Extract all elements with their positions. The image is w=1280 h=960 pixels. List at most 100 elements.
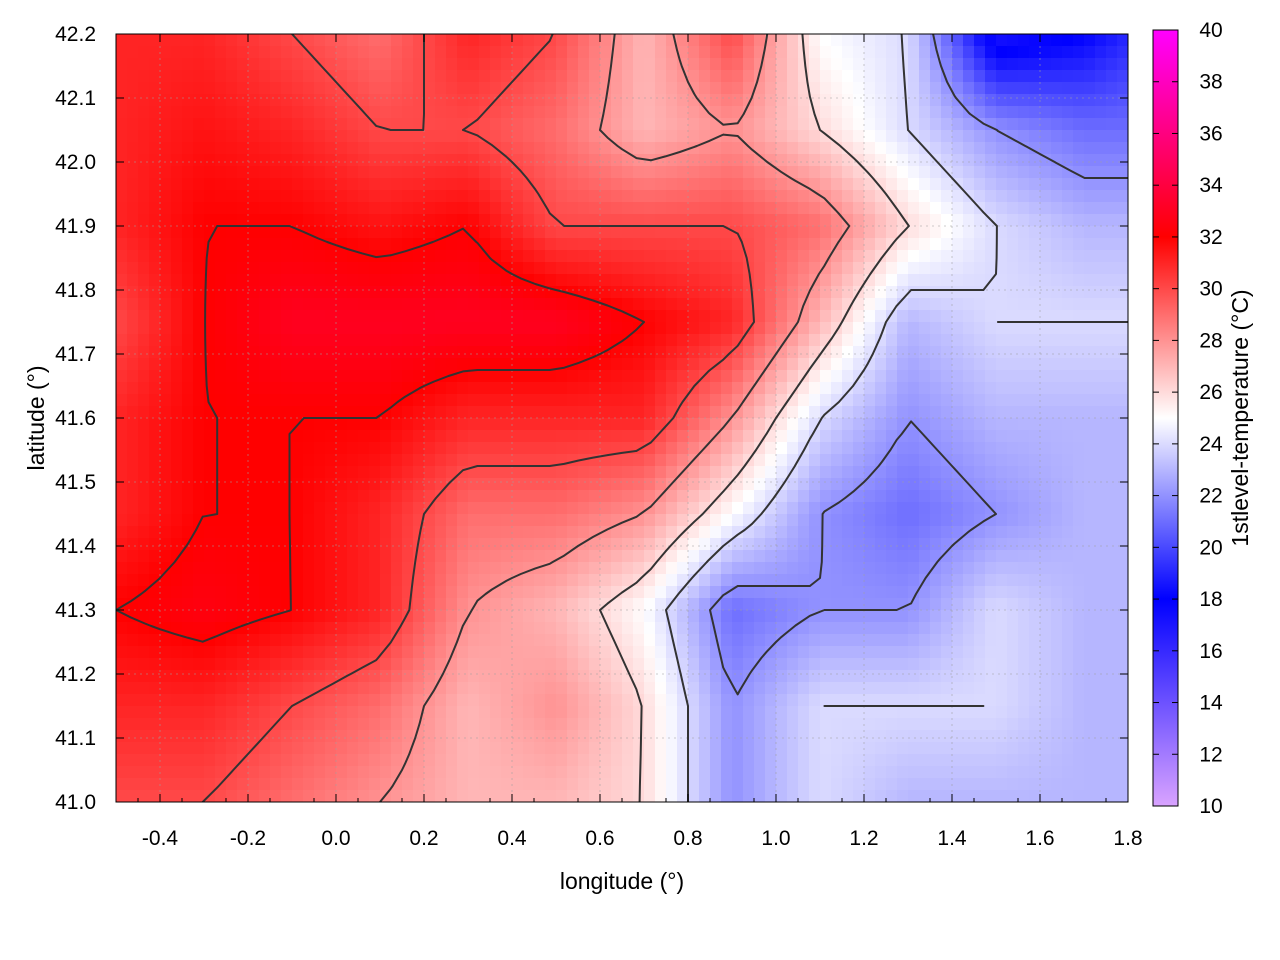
heatmap-cell xyxy=(633,538,645,551)
heatmap-cell xyxy=(831,538,843,551)
heatmap-cell xyxy=(1084,130,1096,143)
heatmap-cell xyxy=(468,634,480,647)
heatmap-cell xyxy=(1007,466,1019,479)
heatmap-cell xyxy=(578,142,590,155)
heatmap-cell xyxy=(743,406,755,419)
heatmap-cell xyxy=(600,670,612,683)
heatmap-cell xyxy=(446,250,458,263)
heatmap-cell xyxy=(215,34,227,47)
heatmap-cell xyxy=(149,46,161,59)
heatmap-cell xyxy=(644,550,656,563)
heatmap-cell xyxy=(171,502,183,515)
heatmap-cell xyxy=(996,370,1008,383)
heatmap-cell xyxy=(556,202,568,215)
heatmap-cell xyxy=(127,418,139,431)
heatmap-cell xyxy=(754,598,766,611)
heatmap-cell xyxy=(138,538,150,551)
heatmap-cell xyxy=(1040,478,1052,491)
heatmap-cell xyxy=(809,610,821,623)
heatmap-cell xyxy=(149,646,161,659)
heatmap-cell xyxy=(149,382,161,395)
heatmap-cell xyxy=(721,34,733,47)
heatmap-cell xyxy=(1095,358,1107,371)
heatmap-cell xyxy=(1084,478,1096,491)
heatmap-cell xyxy=(1029,634,1041,647)
heatmap-cell xyxy=(160,58,172,71)
heatmap-cell xyxy=(732,274,744,287)
heatmap-cell xyxy=(787,334,799,347)
heatmap-cell xyxy=(1095,154,1107,167)
heatmap-cell xyxy=(127,562,139,575)
heatmap-cell xyxy=(688,106,700,119)
heatmap-cell xyxy=(611,178,623,191)
heatmap-cell xyxy=(380,214,392,227)
heatmap-cell xyxy=(215,154,227,167)
heatmap-cell xyxy=(798,178,810,191)
heatmap-cell xyxy=(567,526,579,539)
heatmap-cell xyxy=(864,202,876,215)
heatmap-cell xyxy=(292,598,304,611)
heatmap-cell xyxy=(776,142,788,155)
heatmap-cell xyxy=(523,634,535,647)
heatmap-cell xyxy=(314,82,326,95)
heatmap-cell xyxy=(743,130,755,143)
heatmap-cell xyxy=(424,166,436,179)
heatmap-cell xyxy=(820,238,832,251)
heatmap-cell xyxy=(303,538,315,551)
heatmap-cell xyxy=(391,418,403,431)
heatmap-cell xyxy=(831,394,843,407)
heatmap-cell xyxy=(732,106,744,119)
heatmap-cell xyxy=(930,58,942,71)
heatmap-cell xyxy=(116,310,128,323)
heatmap-cell xyxy=(743,118,755,131)
heatmap-cell xyxy=(171,82,183,95)
heatmap-cell xyxy=(215,70,227,83)
heatmap-cell xyxy=(974,550,986,563)
heatmap-cell xyxy=(809,46,821,59)
heatmap-cell xyxy=(776,382,788,395)
heatmap-cell xyxy=(182,382,194,395)
heatmap-cell xyxy=(831,490,843,503)
heatmap-cell xyxy=(501,658,513,671)
heatmap-cell xyxy=(831,358,843,371)
heatmap-cell xyxy=(369,526,381,539)
heatmap-cell xyxy=(1117,34,1128,47)
heatmap-cell xyxy=(435,346,447,359)
heatmap-cell xyxy=(655,538,667,551)
heatmap-cell xyxy=(523,70,535,83)
heatmap-cell xyxy=(963,202,975,215)
heatmap-cell xyxy=(589,394,601,407)
heatmap-cell xyxy=(248,562,260,575)
heatmap-cell xyxy=(556,442,568,455)
heatmap-cell xyxy=(336,514,348,527)
heatmap-cell xyxy=(281,70,293,83)
heatmap-cell xyxy=(237,586,249,599)
heatmap-cell xyxy=(237,418,249,431)
heatmap-cell xyxy=(809,94,821,107)
heatmap-cell xyxy=(171,130,183,143)
heatmap-cell xyxy=(721,610,733,623)
heatmap-cell xyxy=(622,430,634,443)
heatmap-cell xyxy=(567,130,579,143)
heatmap-cell xyxy=(1117,382,1128,395)
heatmap-cell xyxy=(1073,490,1085,503)
heatmap-cell xyxy=(842,202,854,215)
heatmap-cell xyxy=(710,262,722,275)
heatmap-cell xyxy=(424,82,436,95)
heatmap-cell xyxy=(1051,226,1063,239)
heatmap-cell xyxy=(182,574,194,587)
heatmap-cell xyxy=(578,406,590,419)
heatmap-cell xyxy=(567,466,579,479)
heatmap-cell xyxy=(314,658,326,671)
heatmap-cell xyxy=(1084,346,1096,359)
heatmap-cell xyxy=(897,598,909,611)
heatmap-cell xyxy=(534,94,546,107)
heatmap-cell xyxy=(446,334,458,347)
heatmap-cell xyxy=(699,190,711,203)
heatmap-cell xyxy=(655,82,667,95)
heatmap-cell xyxy=(732,598,744,611)
heatmap-cell xyxy=(853,346,865,359)
heatmap-cell xyxy=(644,610,656,623)
heatmap-cell xyxy=(149,250,161,263)
heatmap-cell xyxy=(765,298,777,311)
